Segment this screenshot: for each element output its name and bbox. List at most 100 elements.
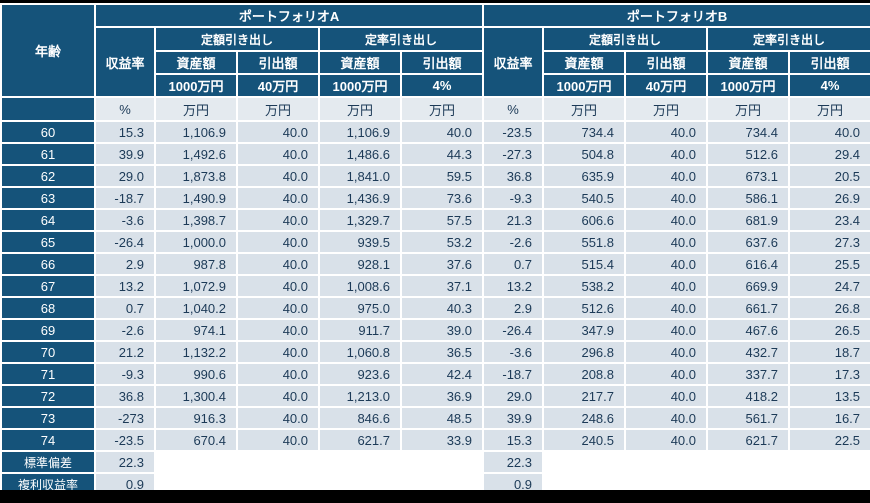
cell-a-withdraw-fixed: 40.0	[236, 208, 320, 232]
age-cell: 73	[0, 406, 96, 430]
empty-cell	[236, 450, 320, 474]
cell-b-withdraw-fixed: 40.0	[624, 186, 709, 210]
withdraw-header: 引出額	[788, 50, 870, 75]
cell-a-withdraw-rate: 39.0	[399, 318, 485, 342]
cell-b-asset-rate: 734.4	[706, 120, 791, 144]
cell-a-asset-rate: 923.6	[318, 362, 402, 386]
cell-b-asset-rate: 673.1	[706, 164, 791, 188]
table-row: 63 -18.7 1,490.9 40.0 1,436.9 73.6 -9.3 540.5 40…	[0, 186, 870, 210]
cell-a-asset-fixed: 1,040.2	[154, 296, 238, 320]
cell-b-asset-rate: 637.6	[706, 230, 791, 254]
cell-b-return: -23.5	[482, 120, 545, 144]
cell-b-withdraw-fixed: 40.0	[624, 230, 709, 254]
cell-a-withdraw-rate: 42.4	[399, 362, 485, 386]
cell-a-return: 15.3	[94, 120, 156, 144]
cell-b-asset-rate: 669.9	[706, 274, 791, 298]
cell-b-withdraw-fixed: 40.0	[624, 340, 709, 364]
portfolio-comparison-table: 年齢 ポートフォリオA ポートフォリオB 収益率 定額引き出し 定率引き出し 収…	[0, 3, 870, 496]
cell-a-asset-fixed: 1,000.0	[154, 230, 238, 254]
cell-b-asset-fixed: 347.9	[542, 318, 627, 342]
cell-a-withdraw-rate: 40.0	[399, 120, 485, 144]
cell-b-withdraw-rate: 26.5	[788, 318, 870, 342]
cell-b-asset-rate: 621.7	[706, 428, 791, 452]
table-row: 67 13.2 1,072.9 40.0 1,008.6 37.1 13.2 538.2 40.…	[0, 274, 870, 298]
asset-header: 資産額	[154, 50, 238, 75]
cell-a-asset-rate: 1,060.8	[318, 340, 402, 364]
cell-b-return: 21.3	[482, 208, 545, 232]
cell-a-return: -18.7	[94, 186, 156, 210]
initial-asset-header: 1000万円	[318, 73, 402, 98]
cell-b-return: -26.4	[482, 318, 545, 342]
cell-a-asset-rate: 1,329.7	[318, 208, 402, 232]
cell-a-withdraw-fixed: 40.0	[236, 252, 320, 276]
return-header-b: 収益率	[482, 26, 545, 98]
age-cell: 63	[0, 186, 96, 210]
age-cell: 68	[0, 296, 96, 320]
cell-a-withdraw-fixed: 40.0	[236, 318, 320, 342]
cell-a-withdraw-rate: 57.5	[399, 208, 485, 232]
age-cell: 67	[0, 274, 96, 298]
cell-b-asset-rate: 418.2	[706, 384, 791, 408]
cell-a-return: 29.0	[94, 164, 156, 188]
cell-a-withdraw-rate: 37.6	[399, 252, 485, 276]
initial-asset-header: 1000万円	[154, 73, 238, 98]
cell-b-withdraw-rate: 24.7	[788, 274, 870, 298]
unit-percent: %	[482, 96, 545, 122]
cell-a-asset-fixed: 1,490.9	[154, 186, 238, 210]
cell-a-asset-fixed: 1,398.7	[154, 208, 238, 232]
cell-b-withdraw-fixed: 40.0	[624, 428, 709, 452]
age-cell: 72	[0, 384, 96, 408]
rate-withdraw-header: 4%	[399, 73, 485, 98]
letterbox-top	[0, 0, 870, 3]
cell-a-withdraw-fixed: 40.0	[236, 384, 320, 408]
cell-a-withdraw-fixed: 40.0	[236, 120, 320, 144]
cell-b-asset-rate: 337.7	[706, 362, 791, 386]
table-row: 72 36.8 1,300.4 40.0 1,213.0 36.9 29.0 217.7 40.…	[0, 384, 870, 408]
cell-a-asset-fixed: 1,132.2	[154, 340, 238, 364]
cell-a-asset-fixed: 670.4	[154, 428, 238, 452]
table-row: 60 15.3 1,106.9 40.0 1,106.9 40.0 -23.5 734.4 40…	[0, 120, 870, 144]
cell-a-withdraw-fixed: 40.0	[236, 142, 320, 166]
asset-header: 資産額	[542, 50, 627, 75]
cell-a-asset-rate: 975.0	[318, 296, 402, 320]
cell-b-asset-fixed: 606.6	[542, 208, 627, 232]
cell-a-withdraw-fixed: 40.0	[236, 230, 320, 254]
cell-b-asset-rate: 681.9	[706, 208, 791, 232]
header-row-initials: 1000万円 40万円 1000万円 4% 1000万円 40万円 1000万円…	[1, 73, 870, 98]
cell-b-asset-rate: 616.4	[706, 252, 791, 276]
cell-a-asset-fixed: 1,106.9	[154, 120, 238, 144]
cell-a-return: -3.6	[94, 208, 156, 232]
empty-cell	[542, 450, 627, 474]
cell-b-withdraw-rate: 25.5	[788, 252, 870, 276]
cell-b-asset-fixed: 540.5	[542, 186, 627, 210]
cell-b-withdraw-fixed: 40.0	[624, 142, 709, 166]
cell-b-withdraw-rate: 40.0	[788, 120, 870, 144]
cell-b-asset-fixed: 635.9	[542, 164, 627, 188]
empty-cell	[788, 450, 870, 474]
cell-a-asset-fixed: 974.1	[154, 318, 238, 342]
cell-a-asset-fixed: 990.6	[154, 362, 238, 386]
cell-b-withdraw-fixed: 40.0	[624, 384, 709, 408]
summary-cell-a-return: 22.3	[94, 450, 156, 474]
letterbox-bottom	[0, 490, 870, 503]
age-cell: 74	[0, 428, 96, 452]
table-row: 68 0.7 1,040.2 40.0 975.0 40.3 2.9 512.6 40.0 661…	[0, 296, 870, 320]
cell-a-asset-fixed: 987.8	[154, 252, 238, 276]
fixed-amount-header-a: 定額引き出し	[154, 26, 320, 52]
cell-b-withdraw-fixed: 40.0	[624, 164, 709, 188]
cell-b-withdraw-fixed: 40.0	[624, 406, 709, 430]
unit-man: 万円	[788, 96, 870, 122]
cell-a-asset-rate: 928.1	[318, 252, 402, 276]
cell-b-asset-fixed: 504.8	[542, 142, 627, 166]
cell-b-return: 36.8	[482, 164, 545, 188]
cell-b-withdraw-fixed: 40.0	[624, 318, 709, 342]
summary-label: 標準偏差	[0, 450, 96, 474]
cell-a-withdraw-rate: 44.3	[399, 142, 485, 166]
cell-b-withdraw-rate: 13.5	[788, 384, 870, 408]
table-row: 65 -26.4 1,000.0 40.0 939.5 53.2 -2.6 551.8 40.0…	[0, 230, 870, 254]
table-row: 73 -273 916.3 40.0 846.6 48.5 39.9 248.6 40.0 561…	[0, 406, 870, 430]
age-cell: 66	[0, 252, 96, 276]
cell-b-withdraw-fixed: 40.0	[624, 208, 709, 232]
cell-a-withdraw-rate: 53.2	[399, 230, 485, 254]
cell-a-return: -26.4	[94, 230, 156, 254]
